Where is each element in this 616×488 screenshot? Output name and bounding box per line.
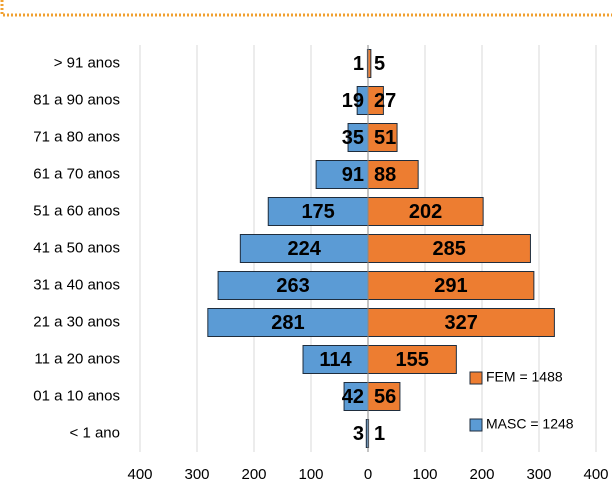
bar — [207, 308, 369, 337]
data-label: 224 — [287, 238, 321, 260]
y-tick-label: 81 a 90 anos — [33, 91, 120, 108]
data-label: 281 — [271, 312, 304, 334]
x-tick-label: 200 — [469, 466, 494, 483]
y-tick-label: 61 a 70 anos — [33, 165, 120, 182]
y-tick-label: 51 a 60 anos — [33, 202, 120, 219]
data-label: 27 — [374, 90, 396, 112]
data-label: 285 — [433, 238, 466, 260]
data-label: 1 — [353, 53, 364, 75]
data-label: 5 — [374, 53, 385, 75]
bar — [217, 271, 369, 300]
legend-swatch — [469, 418, 483, 432]
data-label: 3 — [353, 423, 364, 445]
y-tick-label: < 1 ano — [70, 424, 120, 441]
y-tick-label: > 91 anos — [54, 54, 120, 71]
data-label: 19 — [342, 90, 364, 112]
x-tick-label: 400 — [127, 466, 152, 483]
x-tick-label: 100 — [412, 466, 437, 483]
x-tick-label: 300 — [184, 466, 209, 483]
data-label: 114 — [319, 349, 352, 371]
y-tick-label: 21 a 30 anos — [33, 313, 120, 330]
frame-decoration — [0, 0, 612, 17]
bar — [315, 160, 369, 189]
bar — [367, 382, 401, 411]
y-tick-label: 31 a 40 anos — [33, 276, 120, 293]
x-tick-label: 400 — [583, 466, 608, 483]
data-label: 51 — [374, 127, 396, 149]
bar — [367, 345, 457, 374]
data-label: 35 — [342, 127, 364, 149]
y-tick-label: 71 a 80 anos — [33, 128, 120, 145]
bar — [239, 234, 369, 263]
bar — [367, 308, 555, 337]
bar — [367, 234, 531, 263]
data-label: 56 — [374, 386, 396, 408]
x-tick-label: 200 — [241, 466, 266, 483]
data-label: 1 — [374, 423, 385, 445]
bar — [367, 197, 484, 226]
data-label: 88 — [374, 164, 396, 186]
data-label: 263 — [276, 275, 309, 297]
y-tick-label: 11 a 20 anos — [34, 350, 120, 367]
data-label: 155 — [395, 349, 428, 371]
data-label: 91 — [342, 164, 364, 186]
data-label: 202 — [409, 201, 442, 223]
y-tick-label: 41 a 50 anos — [33, 239, 120, 256]
x-tick-label: 100 — [298, 466, 323, 483]
bar — [367, 271, 535, 300]
data-label: 327 — [445, 312, 478, 334]
data-label: 42 — [342, 386, 364, 408]
data-label: 291 — [434, 275, 467, 297]
x-tick-label: 300 — [526, 466, 551, 483]
legend-swatch — [469, 371, 483, 385]
data-label: 175 — [301, 201, 334, 223]
legend-label: FEM = 1488 — [486, 369, 563, 385]
x-tick-label: 0 — [364, 466, 372, 483]
legend-label: MASC = 1248 — [486, 416, 574, 432]
bar — [367, 160, 419, 189]
y-tick-label: 01 a 10 anos — [33, 387, 120, 404]
